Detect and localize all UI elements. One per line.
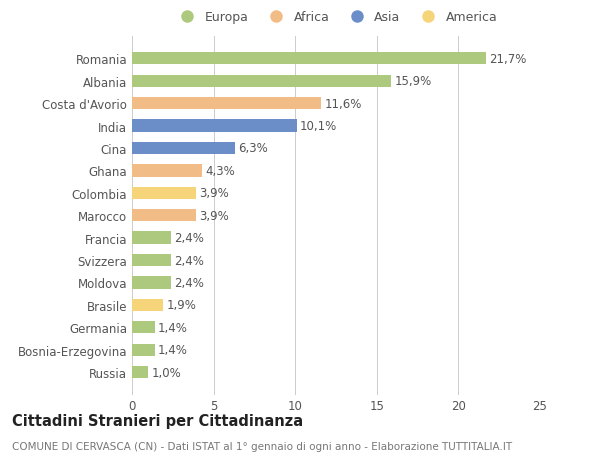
Bar — [132, 232, 171, 244]
Text: 2,4%: 2,4% — [175, 254, 205, 267]
Bar — [132, 321, 155, 334]
Text: 2,4%: 2,4% — [175, 232, 205, 245]
Text: 3,9%: 3,9% — [199, 209, 229, 222]
Text: 2,4%: 2,4% — [175, 276, 205, 289]
Text: 4,3%: 4,3% — [205, 164, 235, 178]
Text: COMUNE DI CERVASCA (CN) - Dati ISTAT al 1° gennaio di ogni anno - Elaborazione T: COMUNE DI CERVASCA (CN) - Dati ISTAT al … — [12, 441, 512, 451]
Bar — [132, 366, 148, 379]
Bar — [132, 210, 196, 222]
Bar — [132, 254, 171, 267]
Bar — [132, 277, 171, 289]
Bar — [132, 299, 163, 311]
Text: 15,9%: 15,9% — [395, 75, 432, 88]
Bar — [132, 53, 486, 65]
Text: Cittadini Stranieri per Cittadinanza: Cittadini Stranieri per Cittadinanza — [12, 413, 303, 428]
Bar — [132, 98, 322, 110]
Bar — [132, 142, 235, 155]
Text: 1,9%: 1,9% — [166, 299, 196, 312]
Text: 11,6%: 11,6% — [325, 97, 362, 110]
Text: 1,0%: 1,0% — [152, 366, 181, 379]
Bar — [132, 344, 155, 356]
Bar — [132, 120, 297, 132]
Legend: Europa, Africa, Asia, America: Europa, Africa, Asia, America — [172, 9, 500, 27]
Bar — [132, 187, 196, 200]
Text: 1,4%: 1,4% — [158, 321, 188, 334]
Text: 3,9%: 3,9% — [199, 187, 229, 200]
Text: 21,7%: 21,7% — [490, 53, 527, 66]
Text: 10,1%: 10,1% — [300, 120, 337, 133]
Text: 6,3%: 6,3% — [238, 142, 268, 155]
Bar — [132, 165, 202, 177]
Bar — [132, 75, 391, 88]
Text: 1,4%: 1,4% — [158, 343, 188, 357]
